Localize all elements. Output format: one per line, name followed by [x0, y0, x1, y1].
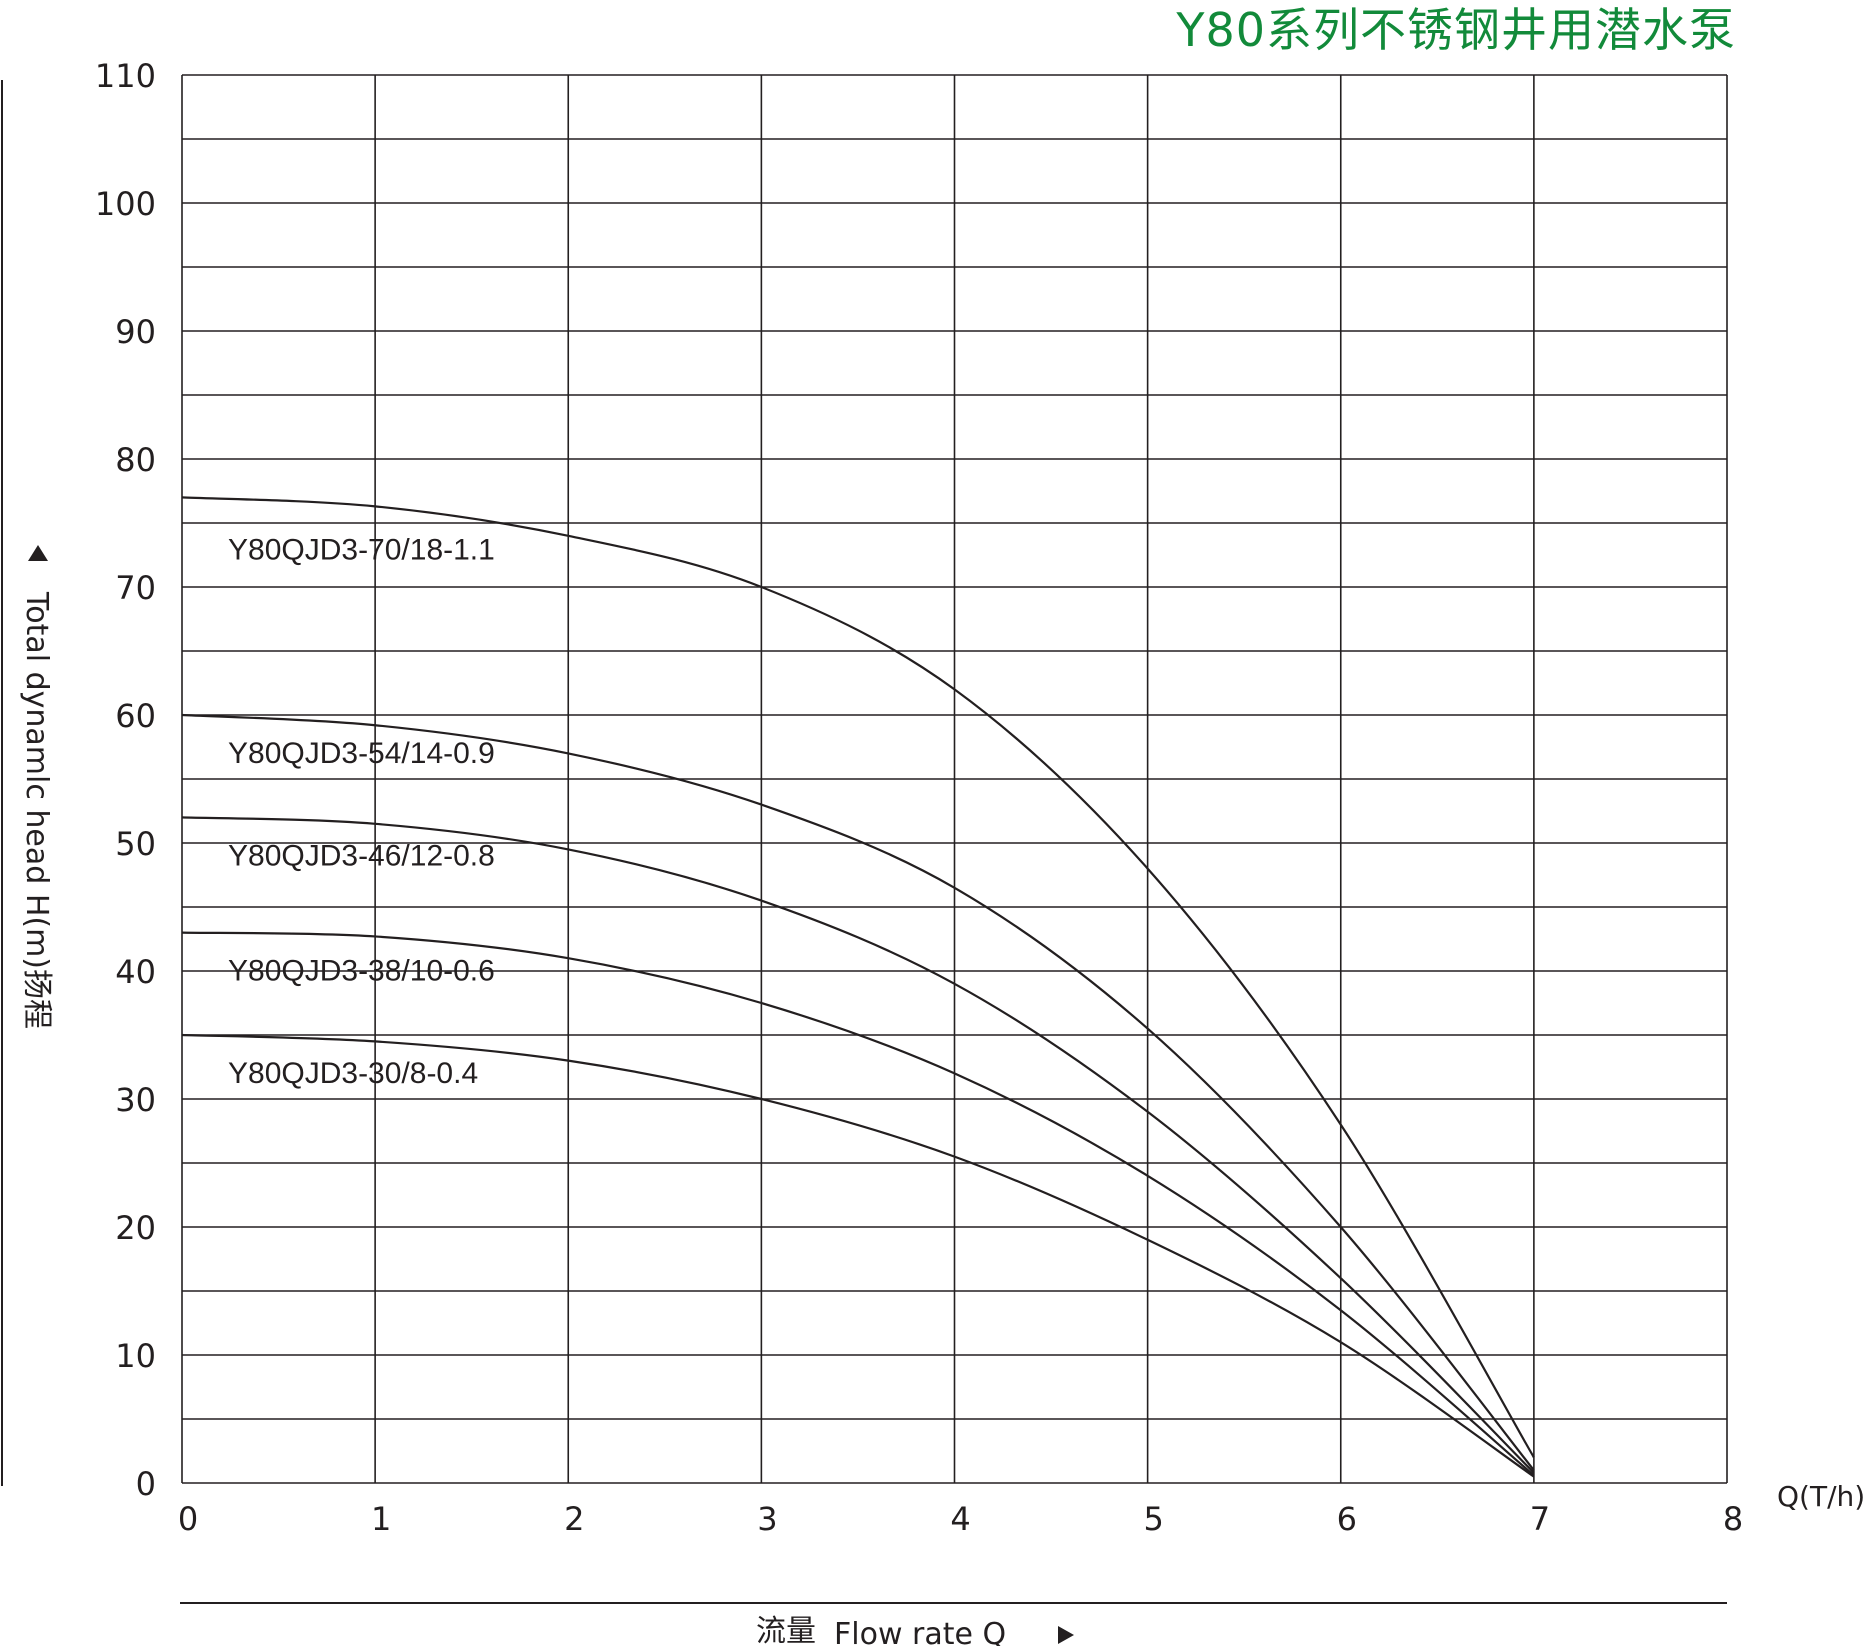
y-tick-label: 10 — [115, 1337, 156, 1375]
x-tick-label: 2 — [564, 1500, 584, 1538]
y-tick-label: 60 — [115, 697, 156, 735]
series-label: Y80QJD3-46/12-0.8 — [228, 839, 495, 872]
x-axis-ticks: 0 1 2 3 4 5 6 7 8 — [178, 1500, 1743, 1538]
x-axis-arrow-icon — [1058, 1626, 1074, 1644]
x-tick-label: 7 — [1530, 1500, 1550, 1538]
series-line — [181, 1033, 1535, 1478]
y-tick-label: 30 — [115, 1081, 156, 1119]
series-curves — [181, 496, 1535, 1478]
x-tick-label: 1 — [371, 1500, 391, 1538]
series-labels: Y80QJD3-70/18-1.1 Y80QJD3-54/14-0.9 Y80QJD… — [228, 533, 495, 1090]
x-unit-label: Q(T/h) — [1777, 1480, 1865, 1513]
series-label: Y80QJD3-38/10-0.6 — [228, 955, 495, 988]
series-line — [181, 496, 1535, 1458]
y-tick-label: 0 — [136, 1465, 156, 1503]
y-tick-label: 20 — [115, 1209, 156, 1247]
y-axis-label: Total dynamlc head H(m)扬程 — [19, 591, 54, 1029]
x-tick-label: 6 — [1337, 1500, 1357, 1538]
x-tick-label: 0 — [178, 1500, 198, 1538]
x-axis-label: Flow rate Q — [834, 1617, 1006, 1646]
x-axis-label-cn: 流量 — [756, 1614, 816, 1646]
y-axis-arrow-icon — [28, 545, 48, 561]
series-line — [181, 713, 1535, 1471]
y-tick-label: 100 — [95, 185, 156, 223]
series-line — [181, 931, 1535, 1477]
chart-title: Y80系列不锈钢井用潜水泵 — [1176, 3, 1736, 57]
y-tick-label: 70 — [115, 569, 156, 607]
y-tick-label: 110 — [95, 57, 156, 95]
x-tick-label: 4 — [950, 1500, 970, 1538]
grid — [181, 74, 1728, 1484]
x-tick-label: 8 — [1723, 1500, 1743, 1538]
series-line — [181, 816, 1535, 1474]
x-tick-label: 3 — [757, 1500, 777, 1538]
x-tick-label: 5 — [1143, 1500, 1163, 1538]
y-tick-label: 80 — [115, 441, 156, 479]
series-label: Y80QJD3-70/18-1.1 — [228, 533, 495, 566]
series-label: Y80QJD3-54/14-0.9 — [228, 737, 495, 770]
y-axis-ticks: 0 10 20 30 40 50 60 70 80 90 100 110 — [95, 57, 156, 1503]
series-label: Y80QJD3-30/8-0.4 — [228, 1057, 478, 1090]
y-tick-label: 90 — [115, 313, 156, 351]
y-tick-label: 50 — [115, 825, 156, 863]
y-tick-label: 40 — [115, 953, 156, 991]
